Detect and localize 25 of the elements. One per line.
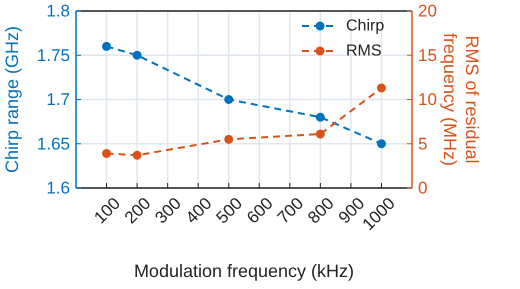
point [102,42,112,51]
y-tick-label: 1.65 [36,134,70,154]
y2-tick-label: 0 [418,178,428,198]
point [132,50,142,60]
point [132,150,142,160]
y-axis-title: Chirp range (GHz) [2,26,22,174]
y-tick-label: 1.7 [46,90,70,109]
y-tick-label: 1.6 [46,178,70,198]
point [376,83,386,92]
y-tick-label: 1.8 [46,2,70,20]
y2-tick-label: 15 [418,46,437,65]
y2-tick-label: 10 [418,90,437,109]
y2-tick-label: 5 [418,134,428,154]
point [224,95,234,104]
point [376,139,386,148]
point [316,130,325,139]
legend-label: Chirp [346,18,384,34]
point [224,134,234,144]
y2-axis-title: RMS of residual frequency (MHz) [440,32,482,166]
y-tick-label: 1.75 [36,46,70,65]
point [102,148,112,158]
point [316,112,325,122]
legend-label: RMS [346,42,382,60]
x-axis-title: Modulation frequency (kHz) [134,261,354,281]
y2-tick-label: 20 [418,2,437,20]
